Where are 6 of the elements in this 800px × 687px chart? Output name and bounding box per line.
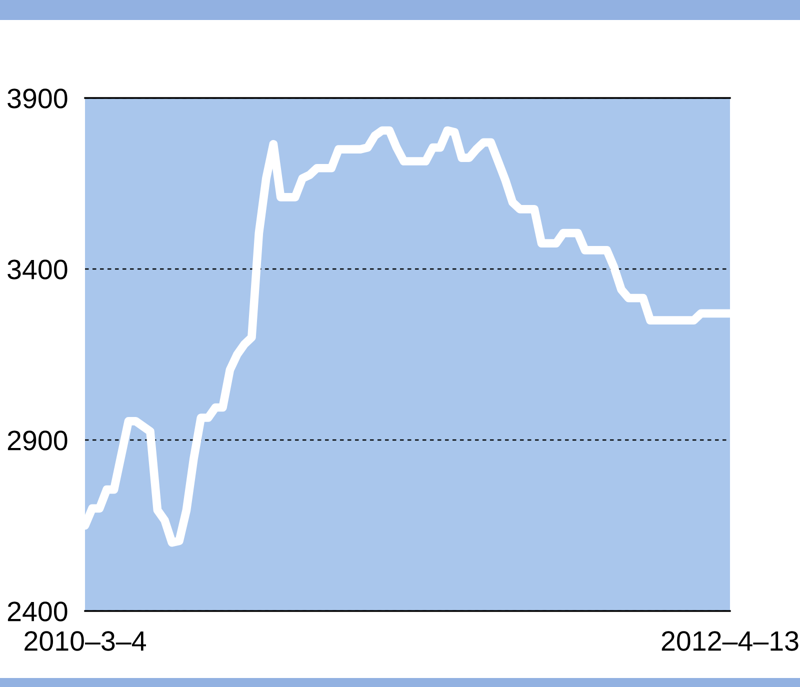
- x-tick-label: 2010–3–4: [24, 631, 146, 651]
- y-tick-label: 3900: [8, 88, 68, 108]
- y-tick-label: 3400: [8, 260, 68, 280]
- y-tick-label: 2900: [8, 430, 68, 450]
- x-tick-label: 2012–4–13: [662, 631, 798, 651]
- y-tick-label: 2400: [8, 602, 68, 622]
